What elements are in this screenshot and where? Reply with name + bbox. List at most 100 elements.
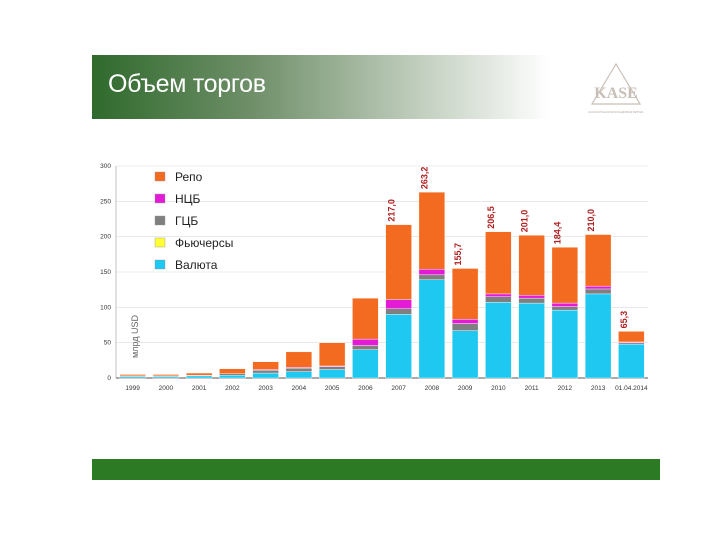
bar-segment-repo bbox=[285, 351, 313, 368]
bar-segment-repo bbox=[385, 224, 412, 300]
bar-segment-repo bbox=[252, 361, 279, 370]
legend-swatch-ncb bbox=[154, 193, 166, 204]
bar-segment-gcb bbox=[219, 373, 246, 376]
svg-text:KASE: KASE bbox=[594, 85, 638, 102]
legend-label: ГЦБ bbox=[175, 214, 198, 228]
bar-segment-ncb bbox=[518, 295, 545, 299]
y-tick-label: 0 bbox=[107, 375, 111, 382]
bar-segment-gcb bbox=[551, 306, 579, 311]
bar-segment-currency bbox=[485, 302, 512, 379]
bar-segment-gcb bbox=[451, 323, 479, 331]
bar-segment-repo bbox=[518, 235, 545, 296]
bar-segment-repo bbox=[119, 374, 146, 377]
bar-segment-currency bbox=[584, 293, 612, 379]
bar-segment-currency bbox=[119, 376, 146, 379]
y-tick-label: 150 bbox=[100, 269, 111, 276]
bar-segment-currency bbox=[418, 279, 446, 379]
x-tick-label: 2007 bbox=[391, 385, 406, 392]
x-tick-label: 2008 bbox=[425, 385, 440, 392]
bar-segment-currency bbox=[385, 314, 412, 379]
y-tick-label: 100 bbox=[100, 304, 111, 311]
bar-segment-repo bbox=[152, 374, 180, 377]
data-label: 210,0 bbox=[586, 209, 596, 232]
data-label: 217,0 bbox=[386, 199, 396, 222]
bar-segment-repo bbox=[451, 268, 479, 320]
x-tick-label: 2003 bbox=[258, 385, 273, 392]
data-label: 206,5 bbox=[486, 206, 496, 229]
bar-segment-gcb bbox=[485, 296, 512, 303]
x-tick-label: 2009 bbox=[458, 385, 473, 392]
legend-label: Фьючерсы bbox=[175, 236, 233, 250]
x-tick-label: 2001 bbox=[192, 385, 207, 392]
bar-segment-repo bbox=[318, 342, 346, 367]
footer-bar bbox=[92, 459, 660, 480]
bar-segment-currency bbox=[219, 374, 246, 379]
kase-logo: KASE КАЗАХСТАНСКАЯ ФОНДОВАЯ БИРЖА bbox=[588, 62, 644, 114]
bar-segment-ncb bbox=[584, 285, 612, 290]
bar-segment-ncb bbox=[551, 302, 579, 307]
x-tick-label: 2000 bbox=[159, 385, 174, 392]
trading-volume-chart: 0 50 100 150 200 250 300 млрд USD 1999 2000 2001 20… bbox=[100, 163, 648, 392]
bar-segment-ncb bbox=[485, 293, 512, 297]
bar-segment-currency bbox=[285, 371, 313, 379]
page-title: Объем торгов bbox=[108, 70, 266, 98]
bar-segment-repo bbox=[551, 247, 579, 304]
data-label: 263,2 bbox=[420, 167, 430, 190]
x-tick-label: 1999 bbox=[125, 385, 140, 392]
bar-segment-gcb bbox=[418, 274, 446, 280]
bar-segment-currency bbox=[352, 349, 379, 379]
bar-segment-ncb bbox=[451, 319, 479, 324]
bar-segment-gcb bbox=[584, 288, 612, 295]
bar-segment-gcb bbox=[252, 370, 279, 374]
data-label: 201,0 bbox=[519, 210, 529, 233]
title-banner: Объем торгов bbox=[92, 55, 550, 119]
bar-segment-gcb bbox=[618, 342, 645, 345]
legend-swatch-gcb bbox=[154, 215, 166, 226]
bar-segment-repo bbox=[219, 368, 246, 374]
bar-segment-gcb bbox=[352, 345, 379, 350]
legend-swatch-currency bbox=[154, 259, 166, 270]
bar-segment-gcb bbox=[318, 366, 346, 370]
bar-segment-currency bbox=[518, 302, 545, 379]
x-tick-label: 01.04.2014 bbox=[615, 385, 648, 392]
bar-segment-ncb bbox=[385, 299, 412, 309]
bar-segment-ncb bbox=[352, 338, 379, 346]
x-tick-label: 2012 bbox=[558, 385, 573, 392]
bar-segment-currency bbox=[152, 376, 180, 379]
data-label: 184,4 bbox=[553, 222, 563, 245]
svg-text:КАЗАХСТАНСКАЯ ФОНДОВАЯ БИРЖА: КАЗАХСТАНСКАЯ ФОНДОВАЯ БИРЖА bbox=[588, 110, 643, 114]
bar-segment-repo bbox=[352, 297, 379, 340]
bar-segment-gcb bbox=[285, 367, 313, 372]
legend-label: Репо bbox=[175, 170, 203, 184]
bar-segment-repo bbox=[584, 234, 612, 287]
bar-segment-currency bbox=[551, 309, 579, 379]
bar-segment-currency bbox=[185, 375, 213, 379]
bar-segment-gcb bbox=[385, 308, 412, 315]
bar-segment-repo bbox=[418, 191, 446, 270]
bar-segment-currency bbox=[451, 330, 479, 379]
bar-segment-currency bbox=[618, 343, 645, 379]
y-tick-label: 300 bbox=[100, 163, 111, 170]
x-tick-label: 2011 bbox=[525, 385, 539, 392]
x-tick-label: 2013 bbox=[591, 385, 606, 392]
bar-segment-currency bbox=[318, 369, 346, 379]
legend-label: НЦБ bbox=[175, 192, 201, 206]
x-tick-label: 2006 bbox=[358, 385, 373, 392]
x-tick-label: 2005 bbox=[325, 385, 340, 392]
bar-segment-ncb bbox=[418, 268, 446, 276]
y-tick-label: 250 bbox=[100, 198, 111, 205]
bar-segment-repo bbox=[185, 372, 213, 376]
x-tick-label: 2004 bbox=[292, 385, 307, 392]
bar-segment-currency bbox=[252, 372, 279, 379]
y-tick-label: 50 bbox=[104, 340, 112, 347]
bar-segment-repo bbox=[485, 231, 512, 295]
legend-swatch-repo bbox=[154, 171, 166, 182]
data-label: 155,7 bbox=[453, 243, 463, 266]
y-axis-label: млрд USD bbox=[130, 315, 140, 358]
y-tick-label: 200 bbox=[100, 234, 111, 241]
x-tick-label: 2010 bbox=[491, 385, 506, 392]
bar-segment-repo bbox=[618, 331, 645, 343]
x-tick-label: 2002 bbox=[225, 385, 240, 392]
bar-segment-gcb bbox=[518, 297, 545, 304]
data-label: 65,3 bbox=[619, 311, 629, 329]
